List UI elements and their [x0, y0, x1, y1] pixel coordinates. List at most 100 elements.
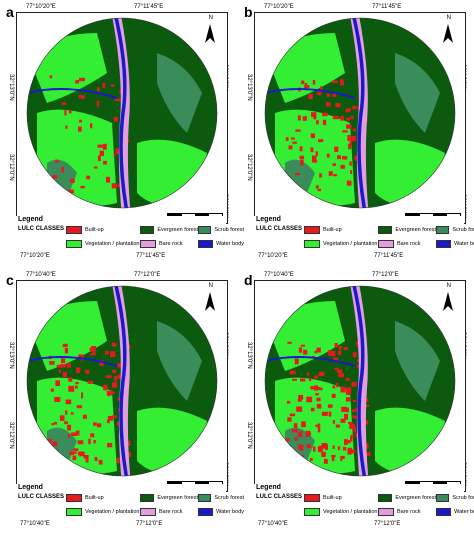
built-up-patch	[316, 397, 321, 402]
legend-item: Vegetation / plantation	[66, 240, 140, 248]
built-up-patch	[320, 387, 323, 391]
built-up-patch	[295, 173, 300, 176]
scale-segment	[406, 214, 420, 217]
legend-swatch	[378, 508, 394, 516]
legend-subtitle: LULC CLASSES	[256, 226, 303, 232]
built-up-patch	[321, 443, 328, 448]
legend-item: Water body	[198, 240, 244, 248]
coord-top-right: 77°11'45"E	[372, 4, 402, 10]
built-up-patch	[111, 415, 117, 418]
legend-label: Built-up	[323, 227, 342, 233]
legend-swatch	[66, 508, 82, 516]
built-up-patch	[364, 452, 371, 457]
water-body-river	[113, 18, 131, 208]
built-up-patch	[332, 92, 337, 97]
built-up-patch	[90, 123, 93, 129]
built-up-patch	[308, 377, 312, 382]
built-up-patch	[293, 423, 298, 428]
built-up-patch	[295, 129, 301, 132]
legend-item: Scrub forest	[436, 494, 474, 502]
legend-title: Legend	[256, 216, 281, 223]
built-up-patch	[93, 166, 98, 169]
built-up-patch	[337, 446, 341, 451]
north-label: N	[208, 15, 213, 21]
legend-swatch	[304, 240, 320, 248]
scale-segment	[168, 482, 182, 485]
map-panel-c: c 77°10'40"E 77°12'0"E 77°10'40"E 77°12'0"E 3…	[6, 272, 244, 530]
legend-title: Legend	[18, 216, 43, 223]
built-up-patch	[76, 367, 80, 374]
built-up-patch	[345, 108, 350, 113]
north-arrow-shape	[205, 292, 215, 311]
vegetation-area	[137, 139, 207, 207]
vegetation-area	[37, 109, 117, 206]
built-up-patch	[75, 80, 79, 84]
built-up-patch	[112, 369, 117, 373]
coord-left-upper: 32°13'0"N	[246, 342, 252, 369]
legend-subtitle: LULC CLASSES	[256, 494, 303, 500]
built-up-patch	[294, 358, 299, 365]
legend-label: Evergreen forest	[395, 495, 436, 501]
built-up-patch	[64, 110, 67, 116]
lulc-map	[26, 285, 218, 477]
built-up-patch	[297, 115, 301, 121]
legend-swatch	[436, 226, 450, 234]
built-up-patch	[97, 87, 100, 92]
built-up-patch	[67, 434, 71, 438]
map-legend: Legend LULC CLASSES Built-up Evergreen fore…	[16, 216, 244, 250]
built-up-patch	[56, 187, 61, 190]
built-up-patch	[345, 378, 350, 381]
built-up-patch	[337, 155, 341, 160]
vegetation-area	[375, 139, 445, 207]
built-up-patch	[77, 440, 84, 445]
scale-segment	[168, 214, 182, 217]
built-up-patch	[346, 180, 352, 186]
built-up-patch	[332, 420, 335, 424]
scrub-forest-area	[395, 321, 440, 401]
coord-left-lower: 32°12'0"N	[246, 154, 252, 181]
built-up-patch	[292, 141, 297, 144]
scrub-forest-area	[157, 321, 202, 401]
built-up-patch	[93, 422, 97, 426]
legend-swatch	[140, 494, 155, 502]
built-up-patch	[102, 143, 107, 150]
built-up-patch	[68, 189, 74, 194]
built-up-patch	[332, 163, 336, 166]
north-arrow-icon	[205, 24, 215, 43]
built-up-patch	[352, 415, 357, 419]
legend-subtitle: LULC CLASSES	[18, 494, 65, 500]
built-up-patch	[97, 155, 101, 162]
built-up-patch	[61, 102, 67, 105]
built-up-patch	[352, 352, 357, 358]
built-up-patch	[347, 447, 353, 451]
built-up-patch	[328, 171, 333, 176]
coord-bottom-right: 77°11'45"E	[374, 253, 404, 259]
built-up-patch	[311, 160, 318, 163]
built-up-patch	[108, 391, 115, 394]
built-up-patch	[305, 430, 311, 437]
north-arrow-icon	[443, 24, 453, 43]
built-up-patch	[49, 361, 55, 365]
built-up-patch	[86, 175, 91, 180]
built-up-patch	[81, 392, 84, 399]
built-up-patch	[301, 80, 305, 85]
scale-segment	[181, 214, 195, 217]
built-up-patch	[312, 80, 316, 85]
built-up-patch	[349, 141, 352, 146]
built-up-patch	[353, 426, 356, 433]
built-up-patch	[107, 419, 110, 424]
built-up-patch	[350, 436, 353, 442]
legend-item: Evergreen forest	[140, 226, 198, 234]
legend-item: Water body	[436, 508, 474, 516]
built-up-patch	[317, 91, 322, 96]
map-panel-b: b 77°10'20"E 77°11'45"E 77°10'20"E 77°11'45"…	[244, 4, 474, 262]
built-up-patch	[315, 393, 319, 396]
legend-swatch	[198, 240, 214, 248]
built-up-patch	[315, 424, 321, 427]
built-up-patch	[286, 401, 291, 404]
legend-item: Bare rock	[140, 508, 198, 516]
built-up-patch	[90, 433, 95, 438]
legend-item: Bare rock	[378, 240, 436, 248]
coord-left-upper: 32°13'0"N	[246, 74, 252, 101]
built-up-patch	[285, 458, 291, 461]
